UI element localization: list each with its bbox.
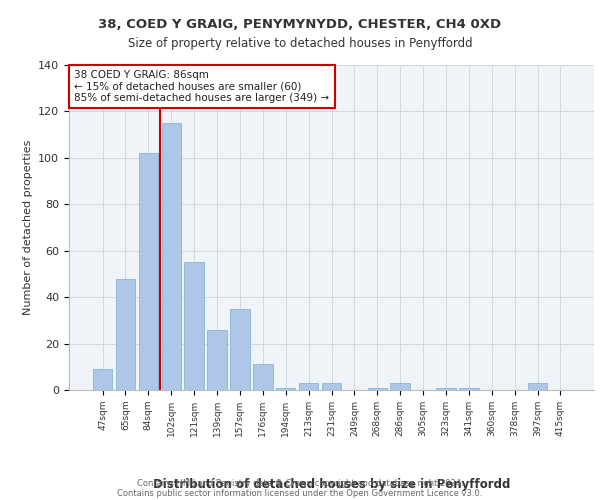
Text: Contains HM Land Registry data © Crown copyright and database right 2024.: Contains HM Land Registry data © Crown c… (137, 478, 463, 488)
Bar (253, 364, 272, 390)
Bar (391, 383, 410, 390)
Text: 38 COED Y GRAIG: 86sqm
← 15% of detached houses are smaller (60)
85% of semi-det: 38 COED Y GRAIG: 86sqm ← 15% of detached… (74, 70, 329, 103)
Bar (528, 383, 547, 390)
Bar (139, 153, 158, 390)
Bar (208, 330, 227, 390)
X-axis label: Distribution of detached houses by size in Penyffordd: Distribution of detached houses by size … (153, 478, 510, 491)
Bar (276, 388, 295, 390)
Bar (299, 383, 319, 390)
Text: Size of property relative to detached houses in Penyffordd: Size of property relative to detached ho… (128, 38, 472, 51)
Bar (93, 369, 112, 390)
Bar (436, 388, 455, 390)
Bar (322, 383, 341, 390)
Bar (161, 123, 181, 390)
Text: 38, COED Y GRAIG, PENYMYNYDD, CHESTER, CH4 0XD: 38, COED Y GRAIG, PENYMYNYDD, CHESTER, C… (98, 18, 502, 30)
Text: Contains public sector information licensed under the Open Government Licence v3: Contains public sector information licen… (118, 488, 482, 498)
Bar (116, 278, 135, 390)
Bar (459, 388, 479, 390)
Bar (184, 262, 204, 390)
Bar (368, 388, 387, 390)
Y-axis label: Number of detached properties: Number of detached properties (23, 140, 32, 315)
Bar (230, 308, 250, 390)
